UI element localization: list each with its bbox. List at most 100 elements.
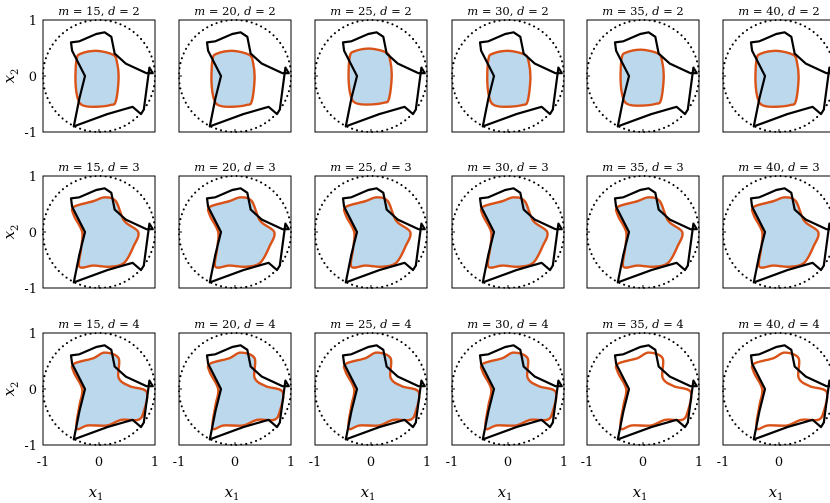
panel-r2-c2: m = 20, d = 3 xyxy=(178,160,292,289)
x-tick-label: -1 xyxy=(309,455,322,470)
approx-curve xyxy=(347,47,393,106)
plot-area xyxy=(586,175,700,289)
panel-r2-c3: m = 25, d = 3 xyxy=(314,160,428,289)
plot-area xyxy=(451,175,565,289)
boundary-curve xyxy=(613,187,698,284)
panel-r3-c2: m = 20, d = 4 -1 0 1 x1 xyxy=(173,317,295,503)
boundary-curve xyxy=(205,187,290,284)
x-tick-label: 0 xyxy=(95,455,103,470)
panel-title: m = 40, d = 3 xyxy=(738,160,819,174)
x-tick-label: -1 xyxy=(446,455,459,470)
panel-r2-c1: m = 15, d = 3 1 0 -1 x2 xyxy=(0,160,156,297)
panel-r3-c3: m = 25, d = 4 -1 0 1 x1 xyxy=(309,317,431,503)
x-tick-label: 0 xyxy=(367,455,375,470)
boundary-curve xyxy=(478,187,563,284)
y-tick-label: 1 xyxy=(29,327,37,342)
y-axis-label: x2 xyxy=(0,225,21,240)
boundary-curve xyxy=(69,31,154,128)
panel-r2-c4: m = 30, d = 3 xyxy=(451,160,565,289)
x-tick-label: 1 xyxy=(151,455,159,470)
plot-area xyxy=(178,175,292,289)
approx-curve xyxy=(342,196,412,269)
boundary-curve xyxy=(341,344,426,441)
approx-curve xyxy=(342,351,421,431)
panel-r2-c5: m = 35, d = 3 xyxy=(586,160,700,289)
approx-curve xyxy=(70,351,149,431)
boundary-curve xyxy=(205,31,290,128)
plot-area xyxy=(722,19,830,133)
boundary-curve xyxy=(69,187,154,284)
x-tick-label: 0 xyxy=(504,455,512,470)
plot-area xyxy=(451,332,565,446)
panel-title: m = 25, d = 4 xyxy=(330,317,411,331)
boundary-curve xyxy=(69,344,154,441)
panel-r1-c1: m = 15, d = 2 1 0 -1 x2 xyxy=(0,4,156,141)
boundary-curve xyxy=(341,187,426,284)
unit-circle xyxy=(722,332,830,446)
plot-area xyxy=(722,175,830,289)
panel-title: m = 20, d = 4 xyxy=(194,317,275,331)
y-tick-label: 0 xyxy=(29,383,37,398)
panel-r3-c4: m = 30, d = 4 -1 0 1 x1 xyxy=(446,317,568,503)
approx-curve xyxy=(206,196,276,269)
approx-curve xyxy=(70,196,140,269)
approx-curve xyxy=(750,351,829,431)
panel-r1-c4: m = 30, d = 2 xyxy=(451,4,565,133)
approx-curve xyxy=(619,48,665,107)
x-tick-label: 0 xyxy=(639,455,647,470)
approx-curve xyxy=(210,49,256,108)
y-tick-label: 0 xyxy=(29,70,37,85)
plot-area xyxy=(314,332,428,446)
plot-area xyxy=(178,19,292,133)
panel-r1-c5: m = 35, d = 2 xyxy=(586,4,700,133)
panel-r3-c5: m = 35, d = 4 -1 0 1 x1 xyxy=(581,317,703,503)
plot-area xyxy=(586,19,700,133)
boundary-curve xyxy=(749,31,830,128)
approx-curve xyxy=(74,49,120,108)
panel-title: m = 15, d = 2 xyxy=(58,4,139,18)
approx-curve xyxy=(614,196,684,269)
x-axis-label: x1 xyxy=(225,483,240,503)
panel-title: m = 25, d = 3 xyxy=(330,160,411,174)
panel-r3-c1: m = 15, d = 4 1 0 -1 x2 -1 0 1 x1 xyxy=(0,317,159,503)
plot-area xyxy=(722,332,830,446)
x-axis-label: x1 xyxy=(361,483,376,503)
approx-curve xyxy=(479,196,549,269)
y-tick-label: -1 xyxy=(24,439,37,454)
plot-area xyxy=(451,19,565,133)
x-tick-label: 0 xyxy=(775,455,783,470)
y-tick-label: -1 xyxy=(24,126,37,141)
panel-title: m = 20, d = 3 xyxy=(194,160,275,174)
y-tick-label: 1 xyxy=(29,170,37,185)
boundary-curve xyxy=(478,344,563,441)
panel-title: m = 30, d = 3 xyxy=(467,160,548,174)
approx-curve xyxy=(750,196,820,269)
plot-area xyxy=(314,19,428,133)
panel-title: m = 20, d = 2 xyxy=(194,4,275,18)
boundary-curve xyxy=(613,31,698,128)
x-tick-label: 1 xyxy=(287,455,295,470)
panel-r1-c3: m = 25, d = 2 xyxy=(314,4,428,133)
boundary-curve xyxy=(613,344,698,441)
boundary-curve xyxy=(749,187,830,284)
panel-title: m = 15, d = 3 xyxy=(58,160,139,174)
x-tick-label: -1 xyxy=(581,455,594,470)
y-axis-label: x2 xyxy=(0,69,21,84)
panel-title: m = 30, d = 2 xyxy=(467,4,548,18)
plot-area xyxy=(314,175,428,289)
panel-title: m = 40, d = 4 xyxy=(738,317,819,331)
plot-area xyxy=(42,175,156,289)
panel-title: m = 40, d = 2 xyxy=(738,4,819,18)
x-tick-label: 0 xyxy=(231,455,239,470)
x-axis-label: x1 xyxy=(769,483,784,503)
y-tick-label: 0 xyxy=(29,226,37,241)
plot-area xyxy=(42,19,156,133)
y-tick-label: 1 xyxy=(29,14,37,29)
x-tick-label: 1 xyxy=(423,455,431,470)
panel-r1-c2: m = 20, d = 2 xyxy=(178,4,292,133)
panel-r2-c6: m = 40, d = 3 xyxy=(722,160,830,289)
y-tick-label: -1 xyxy=(24,282,37,297)
x-tick-label: -1 xyxy=(37,455,50,470)
approx-curve xyxy=(479,351,558,431)
